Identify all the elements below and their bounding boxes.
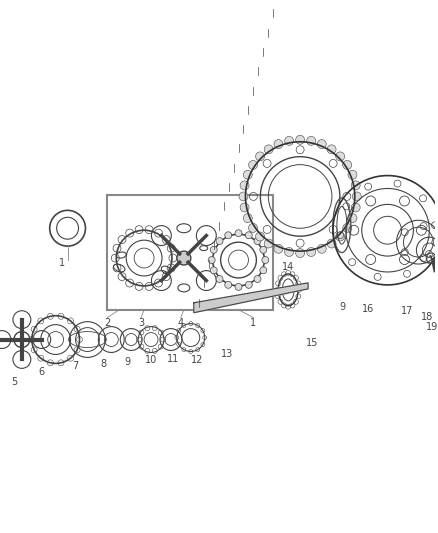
Circle shape	[343, 223, 352, 232]
Circle shape	[327, 145, 336, 154]
Circle shape	[244, 170, 252, 179]
Circle shape	[296, 248, 304, 257]
Text: 17: 17	[401, 306, 413, 316]
Circle shape	[262, 256, 269, 263]
Circle shape	[225, 281, 232, 288]
Text: 2: 2	[104, 318, 110, 328]
Circle shape	[235, 230, 242, 237]
Text: 7: 7	[72, 361, 79, 372]
Circle shape	[248, 223, 258, 232]
Text: 5: 5	[11, 377, 17, 387]
Circle shape	[336, 152, 345, 161]
Circle shape	[254, 276, 261, 282]
Text: 9: 9	[340, 302, 346, 312]
Circle shape	[307, 247, 316, 256]
Circle shape	[351, 181, 360, 190]
Circle shape	[235, 284, 242, 290]
Text: 19: 19	[426, 321, 438, 332]
Circle shape	[285, 136, 293, 146]
Circle shape	[240, 181, 249, 190]
Circle shape	[274, 244, 283, 253]
Text: 1: 1	[251, 318, 257, 328]
Circle shape	[210, 267, 217, 274]
Circle shape	[256, 152, 265, 161]
Text: 9: 9	[124, 358, 130, 367]
Circle shape	[327, 239, 336, 248]
Circle shape	[240, 203, 249, 212]
Circle shape	[216, 276, 223, 282]
Circle shape	[260, 246, 267, 253]
Text: 8: 8	[100, 359, 106, 369]
Circle shape	[264, 145, 273, 154]
Circle shape	[343, 160, 352, 169]
Circle shape	[245, 281, 252, 288]
Text: 16: 16	[362, 304, 374, 314]
Circle shape	[208, 256, 215, 263]
Circle shape	[348, 170, 357, 179]
Circle shape	[352, 192, 361, 201]
Text: 18: 18	[421, 312, 434, 322]
Circle shape	[296, 135, 304, 144]
Circle shape	[264, 239, 273, 248]
Text: 13: 13	[220, 350, 233, 359]
Circle shape	[248, 160, 258, 169]
Circle shape	[285, 247, 293, 256]
Text: 4: 4	[178, 318, 184, 328]
Circle shape	[245, 232, 252, 239]
Circle shape	[336, 232, 345, 241]
Circle shape	[307, 136, 316, 146]
Text: 12: 12	[191, 356, 203, 366]
Circle shape	[317, 244, 326, 253]
Circle shape	[239, 192, 248, 201]
Text: 15: 15	[306, 337, 318, 348]
Circle shape	[216, 238, 223, 245]
Circle shape	[348, 214, 357, 223]
Circle shape	[225, 232, 232, 239]
Bar	[107, 196, 273, 310]
Text: 10: 10	[145, 356, 157, 366]
Circle shape	[254, 238, 261, 245]
Circle shape	[210, 246, 217, 253]
Text: 11: 11	[167, 354, 179, 365]
Circle shape	[317, 140, 326, 149]
Polygon shape	[194, 283, 308, 313]
Text: 3: 3	[138, 318, 144, 328]
Circle shape	[351, 203, 360, 212]
Text: 1: 1	[59, 258, 65, 268]
Circle shape	[260, 267, 267, 274]
Circle shape	[274, 140, 283, 149]
Circle shape	[177, 251, 191, 265]
Circle shape	[256, 232, 265, 241]
Text: 6: 6	[39, 367, 45, 377]
Text: 14: 14	[282, 262, 294, 272]
Circle shape	[244, 214, 252, 223]
